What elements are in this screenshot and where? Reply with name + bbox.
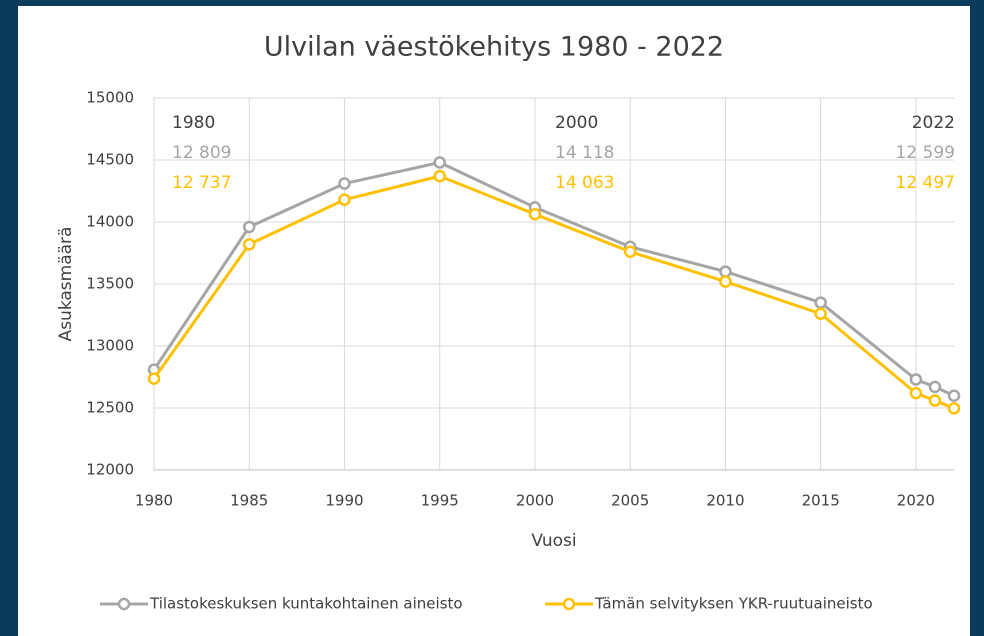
chart-title: Ulvilan väestökehitys 1980 - 2022 xyxy=(264,32,724,63)
x-tick-label: 2005 xyxy=(611,492,649,510)
chart-panel xyxy=(18,6,970,636)
data-point xyxy=(338,177,351,190)
y-tick-label: 12000 xyxy=(86,461,134,479)
x-tick-label: 1985 xyxy=(230,492,268,510)
data-point xyxy=(928,394,942,407)
x-tick-label: 2015 xyxy=(802,492,840,510)
x-tick-label: 2010 xyxy=(706,492,744,510)
annotation-year: 1980 xyxy=(172,113,215,133)
data-point xyxy=(528,207,542,221)
data-point xyxy=(433,169,446,183)
y-axis-label: Asukasmäärä xyxy=(56,227,76,342)
legend-label: Tämän selvityksen YKR-ruutuaineisto xyxy=(594,595,873,613)
legend-label: Tilastokeskuksen kuntakohtainen aineisto xyxy=(149,595,463,613)
data-point xyxy=(909,373,923,386)
annotation-year: 2022 xyxy=(912,113,955,133)
data-point xyxy=(814,296,827,309)
x-tick-label: 1995 xyxy=(421,492,459,510)
annotation-value: 12 599 xyxy=(896,143,955,163)
data-point xyxy=(242,238,256,251)
data-point xyxy=(147,372,161,385)
legend-marker xyxy=(562,597,576,611)
legend-marker xyxy=(117,597,131,611)
annotation-year: 2000 xyxy=(555,113,598,133)
data-point xyxy=(814,307,827,321)
annotation-value: 12 737 xyxy=(172,173,231,193)
y-tick-label: 15000 xyxy=(86,89,134,107)
x-tick-label: 2000 xyxy=(516,492,554,510)
y-tick-label: 13000 xyxy=(86,337,134,355)
data-point xyxy=(242,220,256,234)
annotation-value: 12 497 xyxy=(896,173,955,193)
annotation-value: 14 063 xyxy=(555,173,614,193)
data-point xyxy=(928,380,942,394)
y-tick-label: 12500 xyxy=(86,399,134,417)
data-point xyxy=(909,386,923,400)
x-tick-label: 1990 xyxy=(325,492,363,510)
data-point xyxy=(947,402,961,415)
data-point xyxy=(947,389,961,402)
data-point xyxy=(719,275,732,288)
data-point xyxy=(719,265,732,278)
y-tick-label: 13500 xyxy=(86,275,134,293)
annotation-value: 12 809 xyxy=(172,143,231,163)
y-tick-label: 14500 xyxy=(86,151,134,169)
y-tick-label: 14000 xyxy=(86,213,134,231)
x-tick-label: 1980 xyxy=(135,492,173,510)
annotation-value: 14 118 xyxy=(555,143,614,163)
x-axis-label: Vuosi xyxy=(531,531,576,551)
data-point xyxy=(433,156,446,169)
data-point xyxy=(338,193,351,206)
x-tick-label: 2020 xyxy=(897,492,935,510)
data-point xyxy=(623,245,637,259)
